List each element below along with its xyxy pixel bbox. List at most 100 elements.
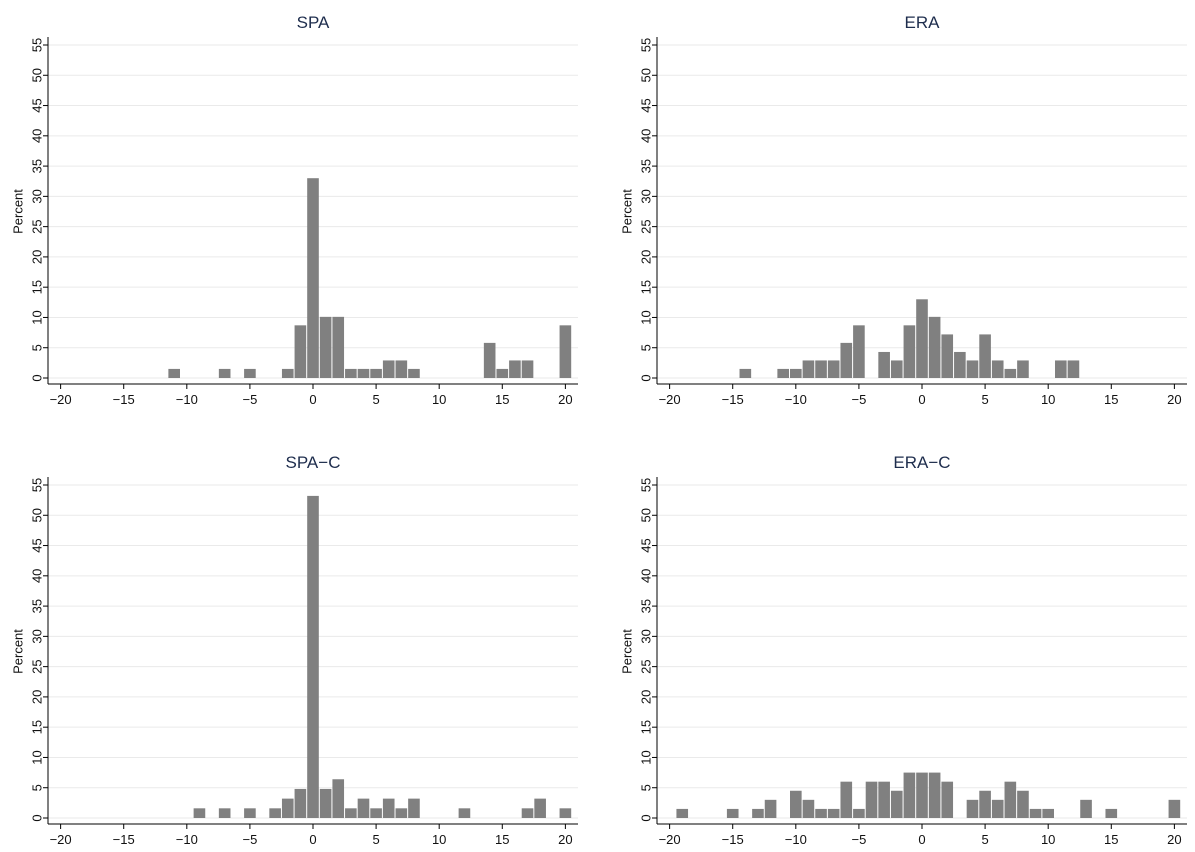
histogram-bar (559, 325, 572, 378)
histogram-bar (294, 788, 307, 818)
histogram-bar (1029, 808, 1042, 818)
x-tick-label: −5 (242, 392, 257, 407)
histogram-bar (966, 360, 979, 378)
histogram-bar (168, 368, 180, 378)
histogram-bar (777, 368, 789, 378)
histogram-bar (840, 781, 853, 818)
y-tick-label: 15 (30, 280, 45, 294)
y-tick-label: 30 (30, 629, 45, 643)
histogram-bar (802, 799, 815, 818)
y-tick-label: 0 (30, 374, 45, 381)
histogram-bar (218, 368, 231, 378)
histogram-bar (903, 772, 916, 818)
histogram-bar (827, 808, 840, 818)
histogram-bar (840, 342, 853, 378)
x-tick-label: 10 (1041, 832, 1055, 847)
y-tick-label: 0 (639, 814, 654, 821)
y-tick-label: 50 (30, 508, 45, 522)
histogram-bar (928, 772, 941, 818)
x-tick-label: −20 (50, 832, 72, 847)
x-tick-label: 5 (372, 392, 379, 407)
x-tick-label: −10 (176, 392, 198, 407)
y-tick-label: 10 (639, 310, 654, 324)
histogram-bar (521, 808, 534, 818)
histogram-panel-1: SPA 0 5 10 15 20 25 30 35 40 45 50 55 −20 −15 −10 −5 0 5 10… (11, 13, 578, 407)
histogram-bar (395, 360, 408, 378)
y-tick-label: 15 (30, 720, 45, 734)
histogram-bar (332, 779, 345, 818)
y-tick-label: 35 (30, 599, 45, 613)
y-tick-label: 55 (639, 478, 654, 492)
y-tick-label: 10 (639, 750, 654, 764)
x-tick-label: 0 (918, 832, 925, 847)
histogram-bar (928, 316, 941, 378)
y-axis-label: Percent (11, 189, 26, 234)
histogram-bar (370, 368, 382, 378)
histogram-bar (878, 781, 890, 818)
panel-title: ERA (905, 13, 941, 32)
histogram-bar (853, 808, 865, 818)
y-tick-label: 35 (639, 599, 654, 613)
histogram-bar (890, 360, 903, 378)
histogram-bar (509, 360, 521, 378)
histogram-bar (941, 781, 954, 818)
histogram-bar (307, 178, 319, 378)
x-tick-label: −20 (659, 392, 681, 407)
x-tick-label: −5 (851, 392, 866, 407)
histogram-bar (890, 790, 903, 818)
histogram-bar (1105, 808, 1118, 818)
histogram-bar (534, 798, 546, 818)
y-tick-label: 25 (639, 659, 654, 673)
y-tick-label: 5 (30, 784, 45, 791)
x-tick-label: −15 (113, 392, 135, 407)
histogram-bar (916, 772, 928, 818)
histogram-bar (281, 798, 294, 818)
histogram-bar (382, 360, 395, 378)
histogram-bar (726, 808, 739, 818)
histogram-bar (979, 790, 991, 818)
panel-title: ERA−C (893, 453, 950, 472)
y-tick-label: 20 (30, 690, 45, 704)
histogram-bar (1168, 799, 1181, 818)
x-tick-label: −15 (113, 832, 135, 847)
histogram-bar (458, 808, 471, 818)
histogram-bar (941, 334, 954, 378)
x-tick-label: 0 (309, 392, 316, 407)
y-tick-label: 45 (639, 538, 654, 552)
x-tick-label: 5 (981, 392, 988, 407)
y-tick-label: 25 (30, 219, 45, 233)
histogram-bar (357, 798, 370, 818)
y-tick-label: 50 (639, 68, 654, 82)
histogram-bar (1017, 360, 1029, 378)
x-tick-label: −20 (50, 392, 72, 407)
y-axis-label: Percent (620, 189, 635, 234)
y-tick-label: 15 (639, 280, 654, 294)
histogram-bar (790, 790, 802, 818)
histogram-panel-4: ERA−C 0 5 10 15 20 25 30 35 40 45 50 55 −20 −15 −10 −5 0 5… (620, 453, 1187, 847)
y-tick-label: 55 (30, 38, 45, 52)
histogram-bar (357, 368, 370, 378)
histogram-bar (764, 799, 777, 818)
y-tick-label: 50 (30, 68, 45, 82)
x-tick-label: −10 (785, 392, 807, 407)
y-tick-label: 55 (30, 478, 45, 492)
histogram-bar (1055, 360, 1067, 378)
x-tick-label: 5 (981, 832, 988, 847)
y-tick-label: 50 (639, 508, 654, 522)
x-tick-label: 20 (1167, 832, 1181, 847)
histogram-bar (559, 808, 572, 818)
x-tick-label: 20 (1167, 392, 1181, 407)
x-tick-label: −5 (851, 832, 866, 847)
histogram-bar (345, 368, 357, 378)
histogram-bar (193, 808, 206, 818)
histogram-bar (853, 325, 865, 378)
y-tick-label: 25 (639, 219, 654, 233)
x-tick-label: 10 (432, 392, 446, 407)
panel-title: SPA (297, 13, 330, 32)
y-tick-label: 35 (30, 159, 45, 173)
x-tick-label: −10 (176, 832, 198, 847)
y-tick-label: 5 (639, 344, 654, 351)
x-tick-label: 20 (558, 392, 572, 407)
histogram-bar (815, 360, 827, 378)
